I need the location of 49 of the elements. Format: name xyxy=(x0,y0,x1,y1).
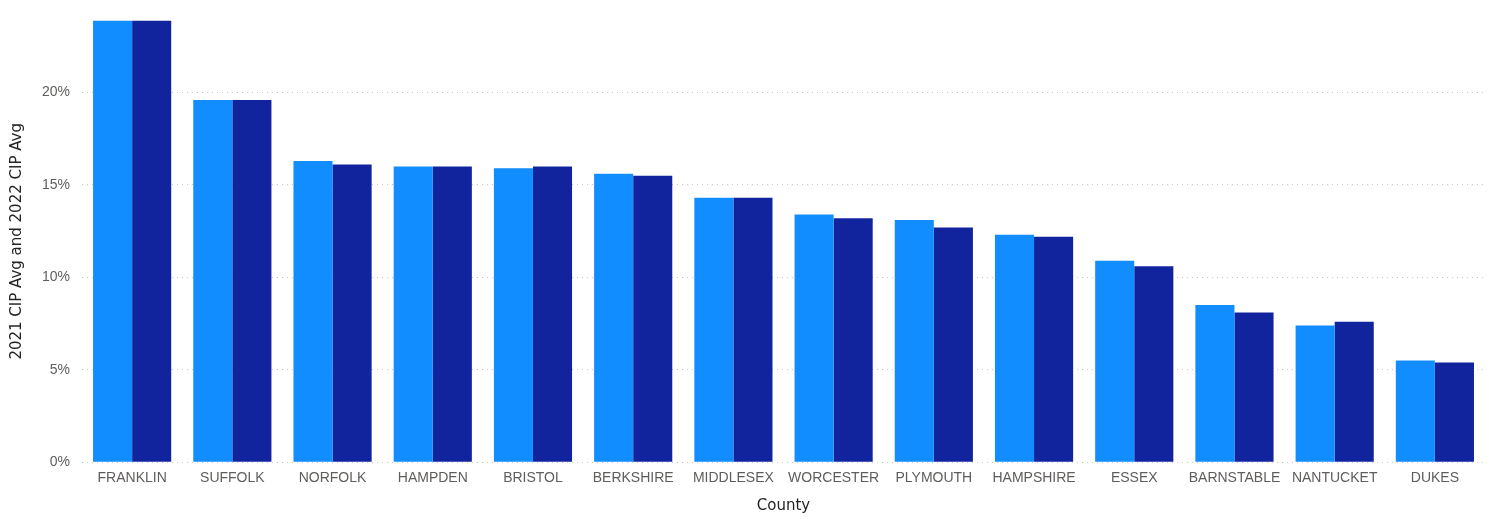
bar xyxy=(994,234,1035,462)
x-tick-label: BERKSHIRE xyxy=(592,469,674,486)
bar xyxy=(1195,305,1235,462)
bar xyxy=(332,164,372,462)
bar xyxy=(1134,266,1174,462)
bar xyxy=(393,166,433,462)
bar xyxy=(232,99,272,462)
bar xyxy=(93,20,133,462)
bar xyxy=(1395,360,1435,462)
y-tick-label: 20% xyxy=(41,83,71,100)
bar xyxy=(894,220,934,462)
bar xyxy=(1234,312,1274,462)
bar xyxy=(694,197,734,462)
x-axis-title: County xyxy=(756,495,811,514)
y-tick-label: 10% xyxy=(41,268,71,285)
x-tick-label: DUKES xyxy=(1410,469,1460,486)
y-axis-title: 2021 CIP Avg and 2022 CIP Avg xyxy=(6,122,25,360)
x-tick-label: PLYMOUTH xyxy=(895,469,973,486)
bar xyxy=(594,173,634,462)
bar xyxy=(1095,260,1135,462)
bar xyxy=(1434,362,1474,462)
x-tick-label: MIDDLESEX xyxy=(692,469,775,486)
x-tick-label: HAMPDEN xyxy=(397,469,468,486)
x-tick-label: FRANKLIN xyxy=(97,469,167,486)
x-tick-label: NANTUCKET xyxy=(1291,469,1378,486)
bar xyxy=(794,214,834,462)
bar xyxy=(432,166,472,462)
y-tick-label: 5% xyxy=(49,360,71,377)
x-tick-label: SUFFOLK xyxy=(200,469,266,486)
bar xyxy=(293,160,333,462)
bar xyxy=(193,99,233,462)
bar xyxy=(633,175,673,462)
bar xyxy=(132,20,172,462)
x-tick-label: WORCESTER xyxy=(788,469,880,486)
bar xyxy=(532,166,573,462)
x-tick-label: BARNSTABLE xyxy=(1188,469,1281,486)
bar xyxy=(1034,236,1074,462)
bar xyxy=(833,218,873,462)
bar xyxy=(1334,321,1374,462)
bar xyxy=(493,168,533,462)
bar xyxy=(933,227,973,462)
x-tick-label: HAMPSHIRE xyxy=(992,469,1076,486)
x-tick-label: ESSEX xyxy=(1110,469,1159,486)
y-tick-label: 0% xyxy=(49,453,71,470)
y-tick-label: 15% xyxy=(41,175,71,192)
bar xyxy=(733,197,773,462)
x-tick-label: NORFOLK xyxy=(298,469,368,486)
x-tick-label: BRISTOL xyxy=(503,469,564,486)
bar xyxy=(1295,325,1335,462)
